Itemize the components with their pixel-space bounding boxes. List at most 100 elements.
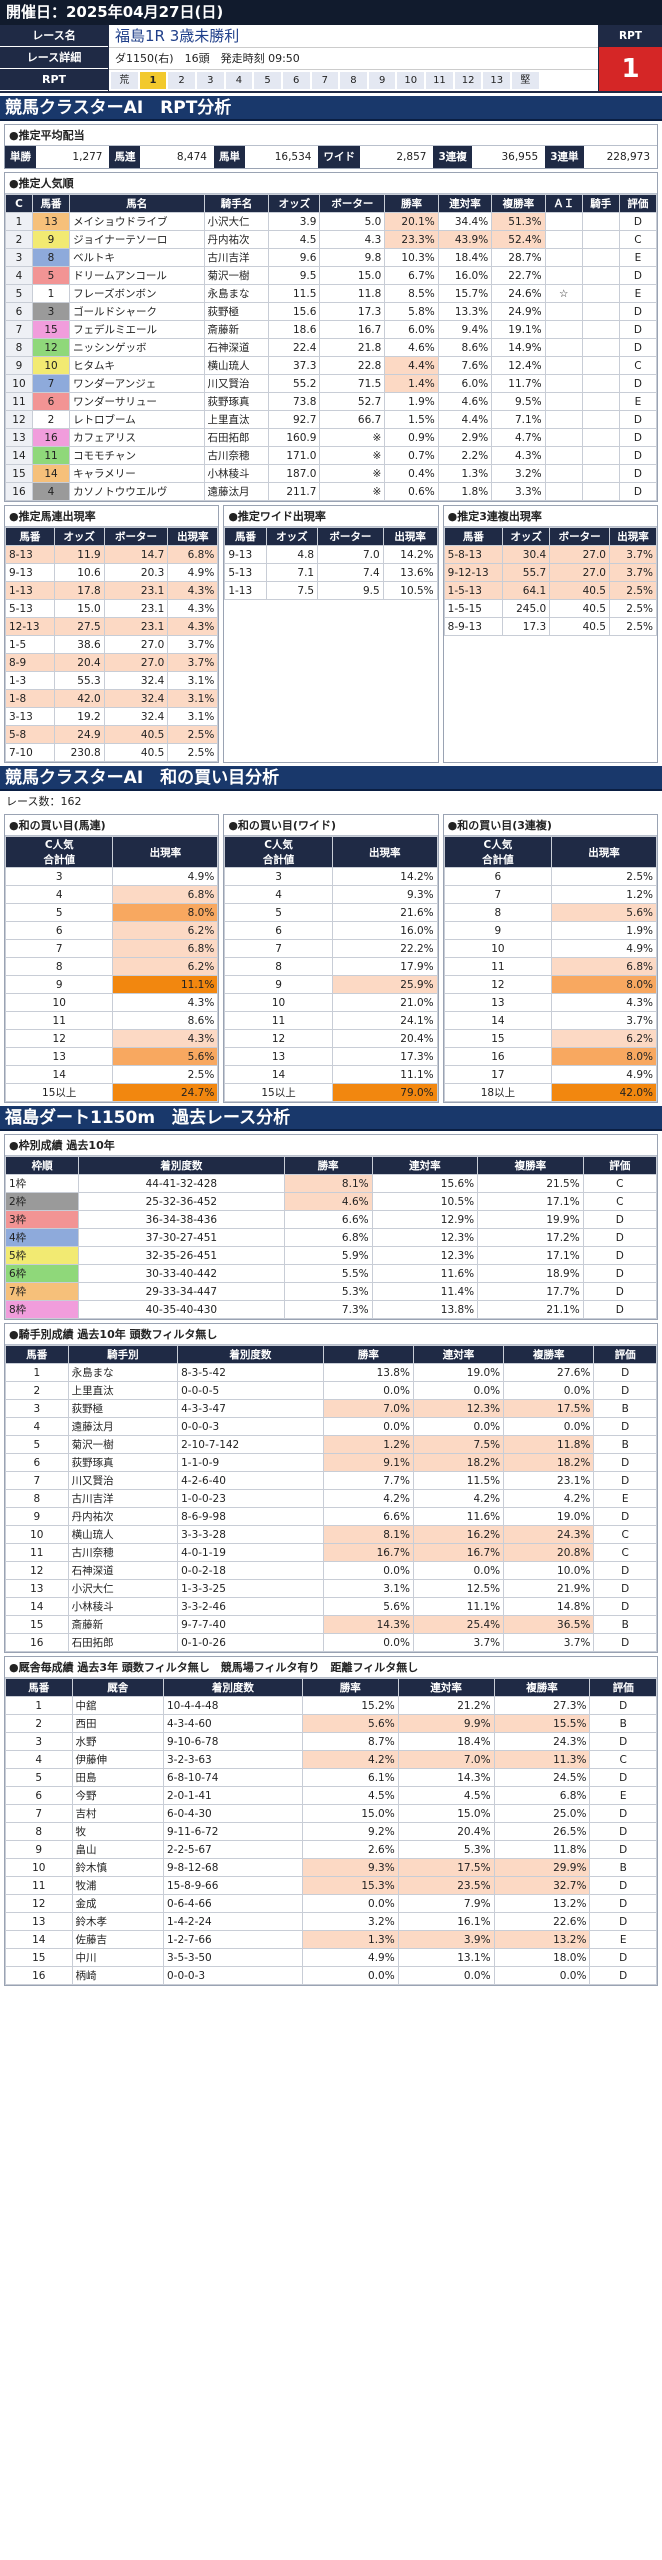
table-cell: 石神深道 bbox=[67, 1561, 179, 1580]
table-row: 11 6 ワンダーサリュー 荻野琢真 73.8 52.7 1.9% 4.6% 9.5% E bbox=[5, 392, 658, 411]
table-cell: 柄崎 bbox=[71, 1966, 164, 1985]
table-cell: 9 bbox=[31, 230, 71, 249]
table-cell: 79.0% bbox=[331, 1083, 438, 1102]
rpt-gate: 12 bbox=[454, 72, 482, 89]
table-cell: 2.5% bbox=[167, 725, 219, 744]
rpt-gate: 荒 bbox=[111, 72, 138, 89]
payout-type: 3連複 bbox=[433, 146, 472, 168]
table-cell: カフェアリス bbox=[69, 428, 205, 447]
table-cell: 伊藤伸 bbox=[71, 1750, 164, 1769]
race-name: 福島1R 3歳未勝利 bbox=[115, 27, 240, 45]
race-labels: レース名 レース詳細 RPT bbox=[0, 25, 108, 91]
table-cell: 22.7% bbox=[491, 266, 546, 285]
table-row: 12 8.0% bbox=[443, 975, 657, 994]
table-cell: ※ bbox=[319, 446, 386, 465]
table-row: 11 6.8% bbox=[443, 957, 657, 976]
table-cell: 15 bbox=[5, 1948, 73, 1967]
table-cell: メイショウドライブ bbox=[69, 212, 205, 231]
column-header: ボーター bbox=[317, 527, 384, 546]
table-cell: 13 bbox=[5, 1912, 73, 1931]
table-cell: ワンダーアンジェ bbox=[69, 374, 205, 393]
table-cell: 金成 bbox=[71, 1894, 164, 1913]
table-cell: 14 bbox=[4, 1065, 114, 1084]
table-cell: 永島まな bbox=[203, 284, 270, 303]
table-cell: E bbox=[589, 1786, 657, 1805]
table-cell: 6 bbox=[5, 302, 33, 321]
table-cell: 4.5% bbox=[301, 1786, 399, 1805]
table-cell: 11.9 bbox=[53, 545, 105, 564]
table-cell: 22.6% bbox=[493, 1912, 591, 1931]
table-cell: C bbox=[589, 1750, 657, 1769]
table-cell: 鈴木孝 bbox=[71, 1912, 164, 1931]
table-cell: 23.1 bbox=[103, 599, 169, 618]
table-cell: 6 bbox=[31, 392, 71, 411]
table-cell: D bbox=[618, 482, 658, 501]
column-header: 枠順 bbox=[4, 1156, 80, 1175]
table-cell: 71.5 bbox=[319, 374, 386, 393]
table-header-row: 馬番 厩舎 着別度数 勝率 連対率 複勝率 評価 bbox=[5, 1678, 657, 1697]
table-cell: 0.0% bbox=[322, 1633, 414, 1652]
column-header: 出現率 bbox=[382, 527, 438, 546]
table-cell bbox=[544, 374, 583, 393]
table-cell: 川又賢治 bbox=[203, 374, 270, 393]
table-row: 3 水野 9-10-6-78 8.7% 18.4% 24.3% D bbox=[5, 1732, 657, 1751]
table-cell: ヒタムキ bbox=[69, 356, 205, 375]
table-header-row: C人気 合計値 出現率 bbox=[4, 836, 219, 868]
table-cell: 9.8 bbox=[319, 248, 386, 267]
table-cell: 1-4-2-24 bbox=[162, 1912, 303, 1931]
table-cell: 17.3 bbox=[319, 302, 386, 321]
table-cell: 17.5% bbox=[503, 1399, 595, 1418]
table-cell bbox=[544, 248, 583, 267]
table-header-row: 枠順 着別度数 勝率 連対率 複勝率 評価 bbox=[4, 1156, 658, 1175]
table-cell: 17.1% bbox=[477, 1246, 584, 1265]
table-cell: D bbox=[593, 1417, 657, 1436]
table-cell: 3枠 bbox=[4, 1210, 80, 1229]
table-cell bbox=[544, 230, 583, 249]
table-cell: 43.9% bbox=[437, 230, 493, 249]
table-cell: 52.7 bbox=[319, 392, 386, 411]
table-cell: 3.1% bbox=[167, 671, 219, 690]
table-cell: 5.6% bbox=[551, 903, 657, 922]
table-cell: 4.5 bbox=[268, 230, 321, 249]
table-cell: 上里直汰 bbox=[67, 1381, 179, 1400]
table-cell: 11.5 bbox=[268, 284, 321, 303]
est-umaren-box: ●推定馬連出現率 馬番 オッズ ボーター 出現率 8-13 11.9 14.7 6.8% 9-13… bbox=[4, 505, 220, 763]
table-cell: 佐藤吉 bbox=[71, 1930, 164, 1949]
table-cell: 3.1% bbox=[167, 689, 219, 708]
column-header: C人気 合計値 bbox=[224, 836, 333, 868]
table-cell: 10 bbox=[5, 374, 33, 393]
table-cell: 8.0% bbox=[551, 1047, 657, 1066]
table-row: 13 4.3% bbox=[443, 993, 657, 1012]
table-row: 5 21.6% bbox=[224, 903, 438, 922]
table-cell: 19.1% bbox=[491, 320, 546, 339]
table-cell: 10.5% bbox=[382, 581, 438, 600]
table-cell bbox=[581, 302, 620, 321]
table-cell: 13.8% bbox=[322, 1363, 414, 1382]
table-cell: 8-9 bbox=[5, 653, 55, 672]
table-cell bbox=[581, 248, 620, 267]
table-cell: 14 bbox=[31, 464, 71, 483]
table-cell: 24.9 bbox=[53, 725, 105, 744]
table-row: 6 荻野琢真 1-1-0-9 9.1% 18.2% 18.2% D bbox=[5, 1453, 657, 1472]
table-cell: 9.5 bbox=[268, 266, 321, 285]
table-cell: 15-8-9-66 bbox=[162, 1876, 303, 1895]
table-row: 9-13 10.6 20.3 4.9% bbox=[5, 563, 219, 582]
rpt-gate: 1 bbox=[139, 72, 167, 89]
table-cell: B bbox=[593, 1399, 657, 1418]
table-cell: 0.0% bbox=[503, 1381, 595, 1400]
table-cell: 9.9% bbox=[397, 1714, 495, 1733]
table-cell: 10 bbox=[224, 993, 333, 1012]
table-cell: 15 bbox=[5, 1615, 69, 1634]
table-cell: 4.3% bbox=[112, 1029, 219, 1048]
table-cell: 2.5% bbox=[112, 1065, 219, 1084]
table-cell: 5.3% bbox=[283, 1282, 373, 1301]
table-cell: 古川吉洋 bbox=[203, 248, 270, 267]
table-cell: D bbox=[618, 446, 658, 465]
table-cell: 2 bbox=[31, 410, 71, 429]
table-cell bbox=[544, 482, 583, 501]
table-cell: 6.8% bbox=[167, 545, 219, 564]
rpt-gate: 4 bbox=[225, 72, 253, 89]
table-row: 3 4.9% bbox=[4, 867, 219, 886]
section-rpt-title: 競馬クラスターAI RPT分析 bbox=[0, 96, 662, 121]
column-header: 馬番 bbox=[5, 1678, 73, 1697]
